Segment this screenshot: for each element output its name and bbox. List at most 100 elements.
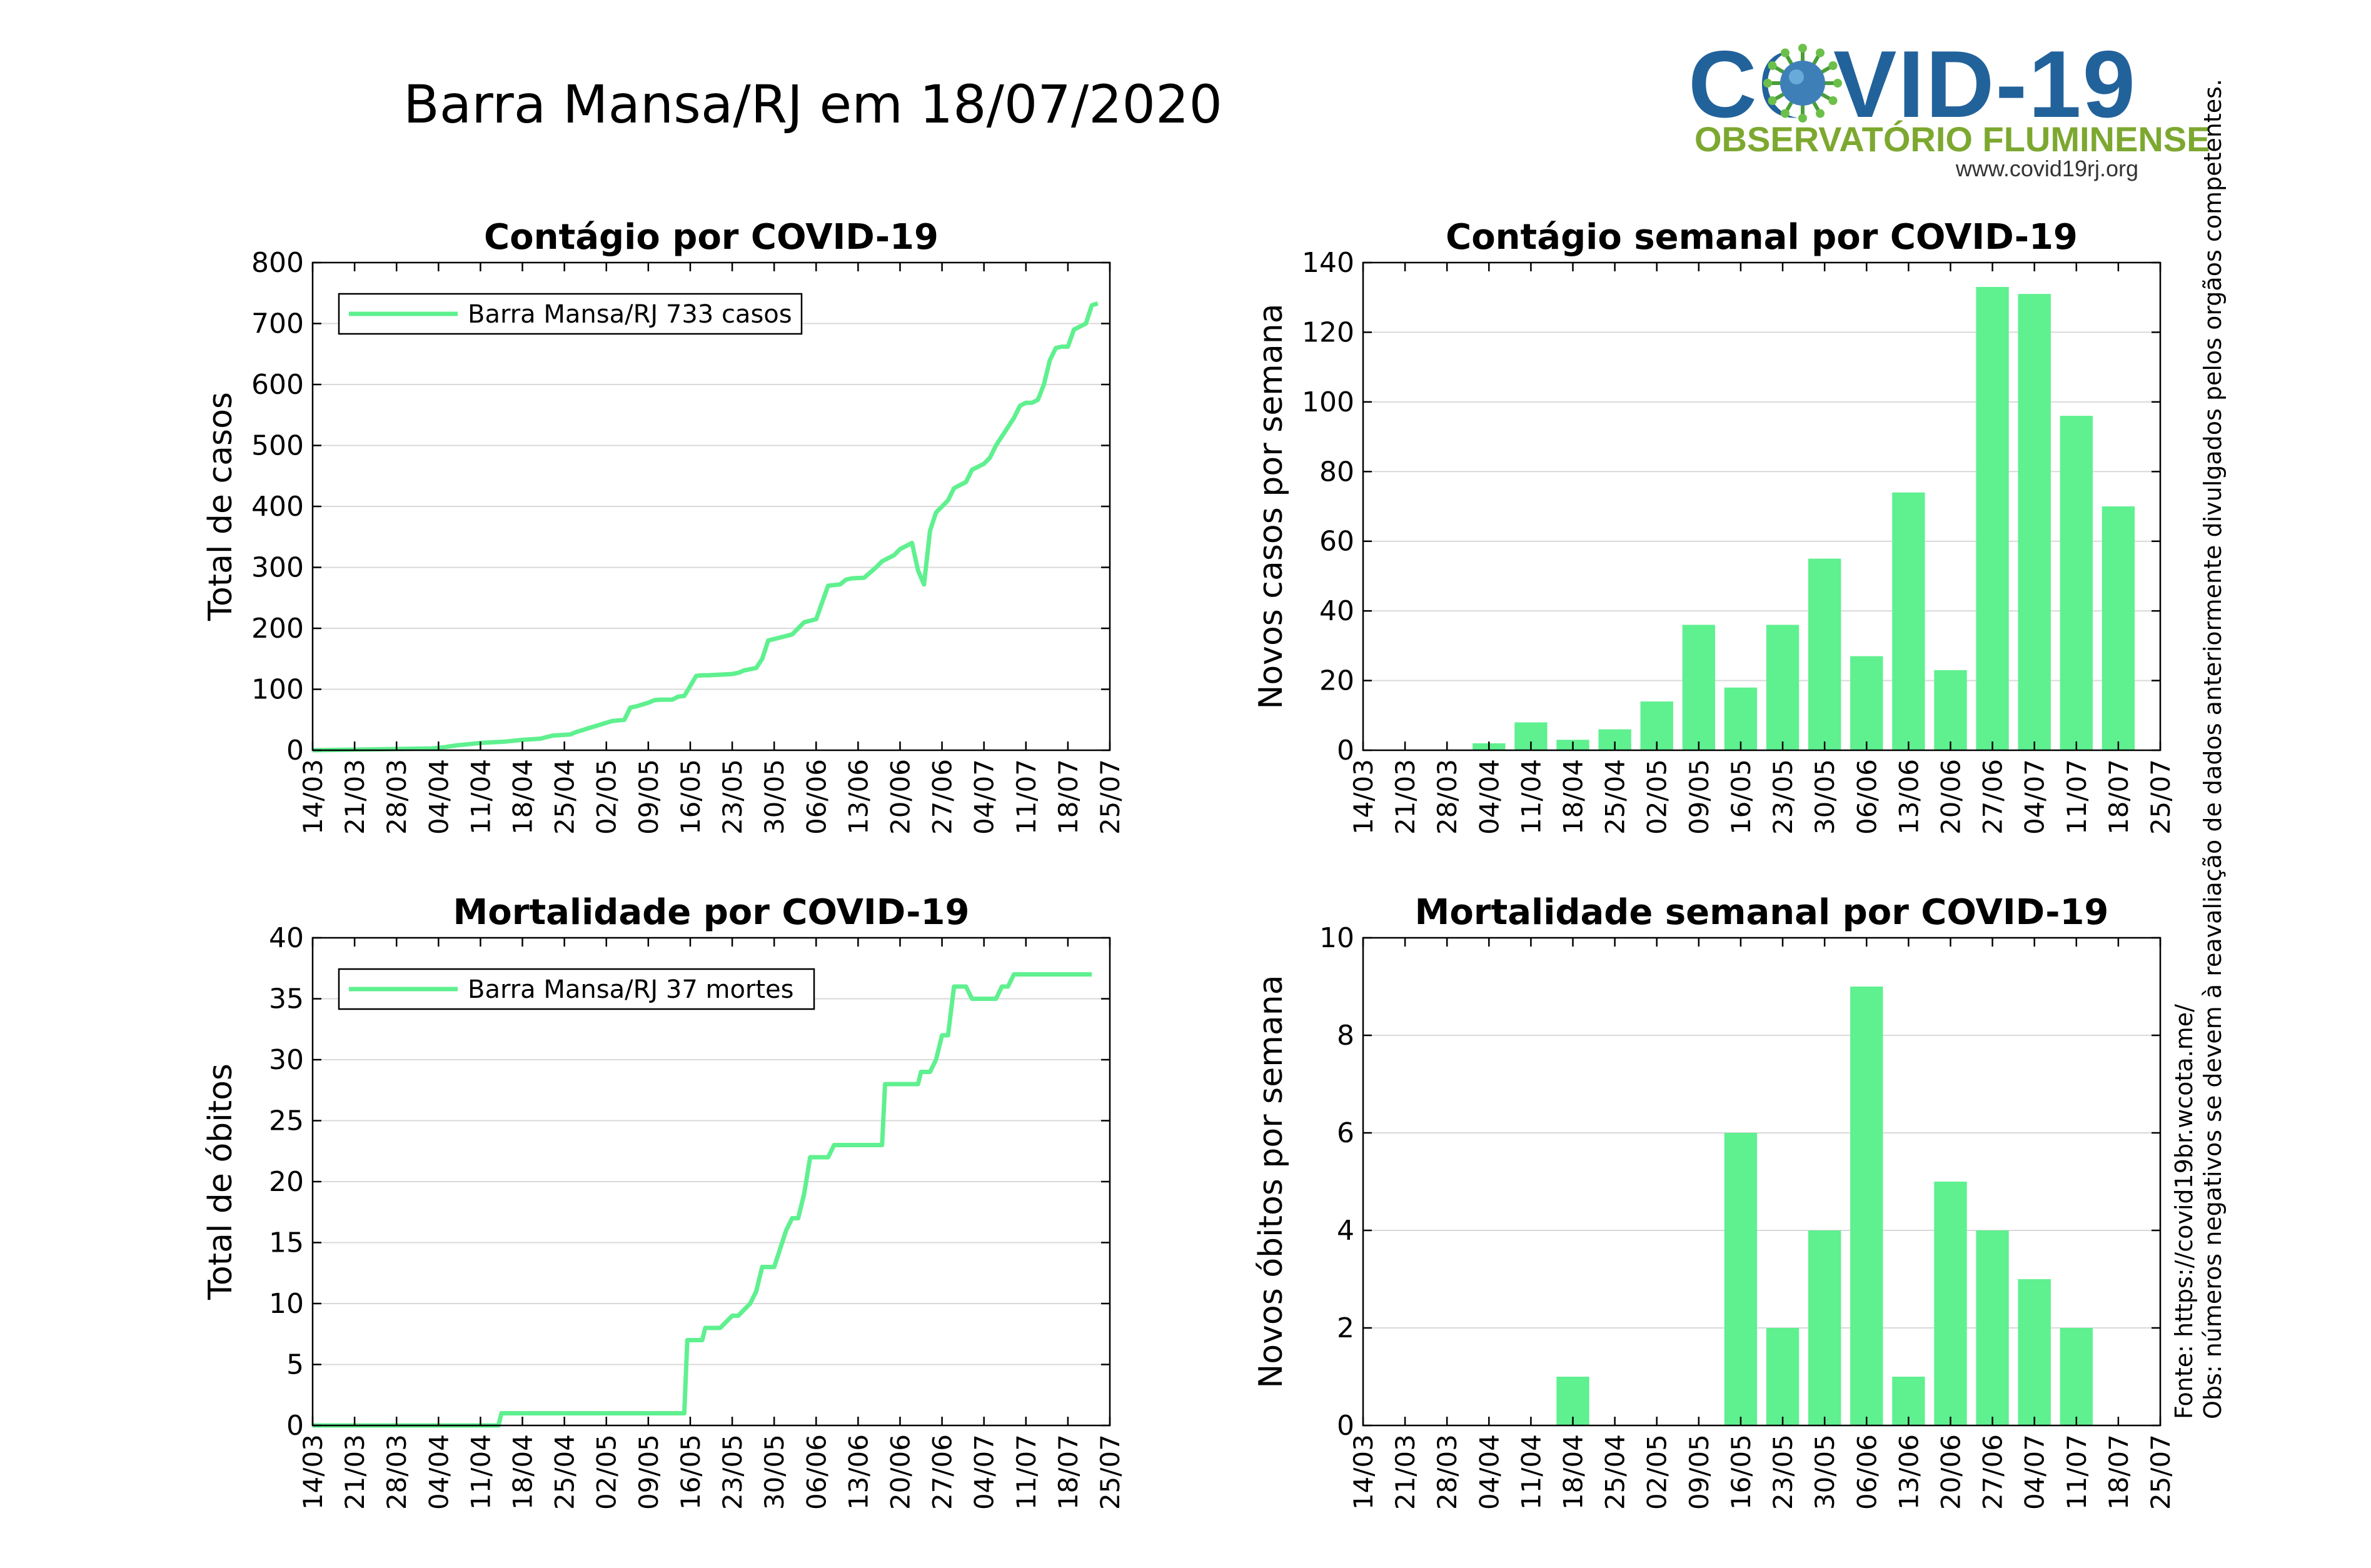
y-tick-label: 0 (286, 1410, 304, 1442)
logo: COVID-19 OBSERVATÓRIO FLUMINENSE www.cov… (1688, 31, 2210, 188)
x-tick-label: 04/07 (969, 1434, 1000, 1510)
y-tick-label: 20 (1319, 665, 1354, 697)
chart-title: Mortalidade por COVID-19 (453, 892, 970, 933)
x-tick-label: 06/06 (801, 1434, 832, 1510)
virus-icon (1763, 44, 1842, 123)
x-tick-label: 25/07 (2145, 759, 2176, 835)
x-tick-label: 21/03 (1390, 1434, 1421, 1510)
y-tick-label: 120 (1302, 316, 1354, 348)
y-tick-label: 25 (269, 1105, 304, 1137)
x-tick-label: 28/03 (1432, 759, 1462, 835)
x-tick-label: 04/04 (1474, 1434, 1504, 1510)
y-tick-label: 40 (269, 922, 304, 954)
y-tick-label: 6 (1337, 1117, 1354, 1149)
bar (2060, 1328, 2093, 1425)
x-tick-label: 18/04 (1558, 759, 1589, 835)
y-tick-label: 5 (286, 1349, 304, 1381)
x-tick-label: 09/05 (633, 1434, 664, 1510)
x-tick-label: 18/04 (1558, 1434, 1589, 1510)
x-tick-label: 06/06 (1851, 759, 1882, 835)
y-tick-label: 2 (1337, 1312, 1354, 1344)
x-tick-label: 16/05 (675, 759, 706, 835)
x-tick-label: 25/04 (1600, 759, 1631, 835)
x-tick-label: 20/06 (885, 759, 915, 835)
x-tick-label: 20/06 (1935, 759, 1966, 835)
logo-url: www.covid19rj.org (1955, 156, 2138, 181)
y-tick-label: 8 (1337, 1020, 1354, 1052)
x-tick-label: 04/04 (1474, 759, 1504, 835)
y-tick-label: 0 (286, 735, 304, 766)
x-tick-label: 02/05 (591, 1434, 622, 1510)
x-tick-label: 13/06 (1893, 759, 1924, 835)
bar (1724, 687, 1758, 750)
x-tick-label: 21/03 (1390, 759, 1421, 835)
x-tick-label: 09/05 (1684, 1434, 1714, 1510)
x-tick-label: 28/03 (1432, 1434, 1462, 1510)
x-tick-label: 18/07 (1053, 759, 1084, 835)
x-tick-label: 11/07 (1011, 1434, 1042, 1510)
series-line (313, 972, 1092, 1428)
chart-title: Contágio semanal por COVID-19 (1446, 217, 2078, 258)
x-tick-label: 13/06 (843, 759, 873, 835)
bar (2060, 416, 2093, 750)
y-tick-label: 35 (269, 983, 304, 1015)
y-tick-label: 0 (1337, 1410, 1354, 1442)
y-tick-label: 40 (1319, 595, 1354, 627)
x-tick-label: 23/05 (717, 1434, 748, 1510)
x-tick-label: 13/06 (1893, 1434, 1924, 1510)
y-tick-label: 500 (251, 430, 304, 462)
y-tick-label: 60 (1319, 526, 1354, 558)
x-tick-label: 30/05 (1810, 1434, 1840, 1510)
x-tick-label: 06/06 (1851, 1434, 1882, 1510)
x-tick-label: 28/03 (381, 1434, 412, 1510)
axes-frame (1362, 937, 2162, 1427)
y-tick-label: 700 (251, 308, 304, 340)
x-tick-label: 27/06 (927, 1434, 958, 1510)
bar (1682, 625, 1716, 750)
x-tick-label: 25/04 (550, 1434, 580, 1510)
y-axis-label: Novos óbitos por semana (1252, 975, 1290, 1388)
x-tick-label: 18/07 (1053, 1434, 1084, 1510)
x-tick-label: 25/07 (1095, 1434, 1125, 1510)
x-tick-label: 27/06 (1978, 1434, 2008, 1510)
bar (1850, 987, 1883, 1425)
x-tick-label: 25/04 (1600, 1434, 1631, 1510)
x-tick-label: 11/04 (465, 759, 496, 835)
x-tick-label: 04/04 (423, 1434, 454, 1510)
y-tick-label: 4 (1337, 1215, 1354, 1247)
x-tick-label: 18/07 (2103, 759, 2134, 835)
x-tick-label: 27/06 (927, 759, 958, 835)
series-line (312, 301, 1099, 753)
x-tick-label: 30/05 (759, 759, 790, 835)
y-tick-label: 800 (251, 247, 304, 279)
y-tick-label: 200 (251, 613, 304, 645)
bar (1934, 1182, 1967, 1425)
bar (1766, 625, 1800, 750)
y-tick-label: 100 (1302, 386, 1354, 418)
logo-title: COVID-19 (1688, 31, 2137, 138)
x-tick-label: 16/05 (1726, 1434, 1756, 1510)
y-tick-label: 400 (251, 491, 304, 523)
x-tick-label: 16/05 (1726, 759, 1756, 835)
x-tick-label: 14/03 (1348, 759, 1379, 835)
bar (1808, 1230, 1841, 1425)
legend: Barra Mansa/RJ 37 mortes (338, 968, 815, 1010)
legend-entry: Barra Mansa/RJ 733 casos (468, 300, 792, 329)
x-tick-label: 11/07 (2061, 759, 2092, 835)
y-tick-label: 10 (1319, 922, 1354, 954)
x-tick-label: 04/04 (423, 759, 454, 835)
x-tick-label: 25/07 (2145, 1434, 2176, 1510)
x-tick-label: 09/05 (633, 759, 664, 835)
x-tick-label: 25/04 (550, 759, 580, 835)
x-tick-label: 14/03 (298, 759, 328, 835)
x-tick-label: 18/04 (508, 1434, 538, 1510)
y-tick-label: 15 (269, 1227, 304, 1259)
y-tick-label: 20 (269, 1166, 304, 1198)
x-tick-label: 04/07 (969, 759, 1000, 835)
bar (1976, 1230, 2009, 1425)
x-tick-label: 18/04 (508, 759, 538, 835)
bar (2102, 506, 2135, 750)
